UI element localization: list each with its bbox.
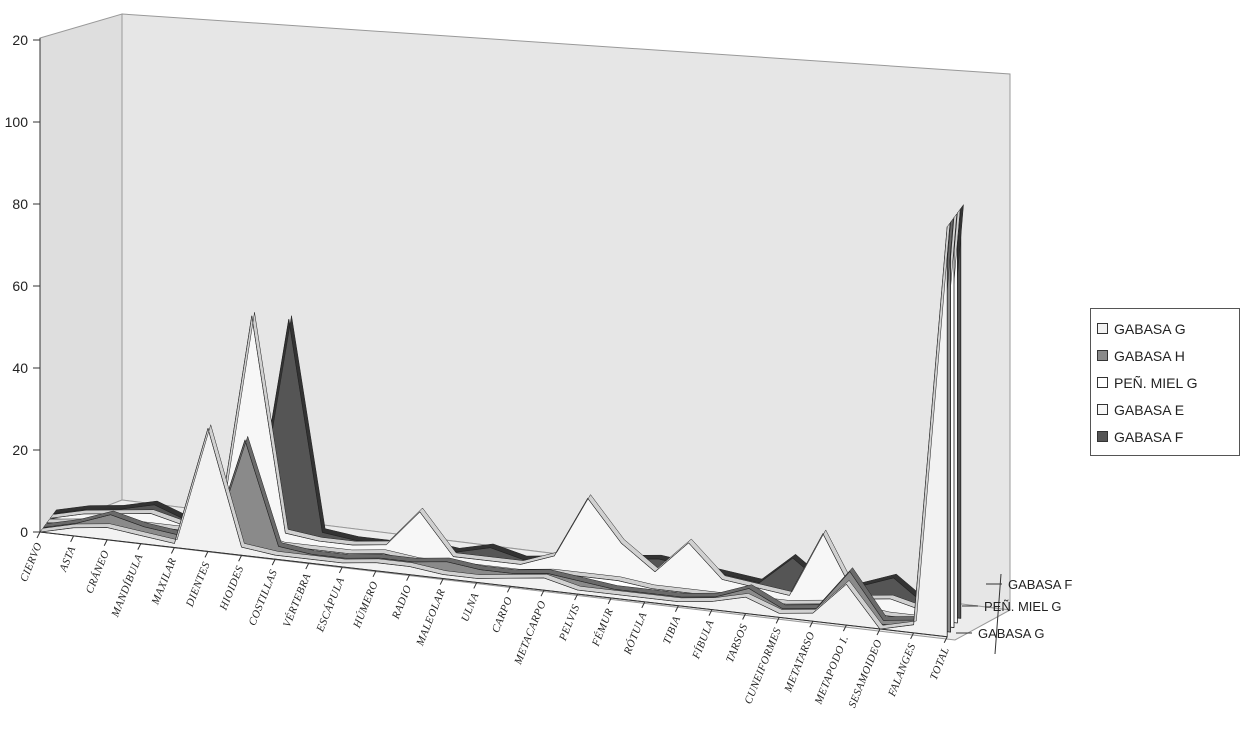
y-tick-label: 20 <box>12 442 28 458</box>
x-tick-mark <box>876 628 881 636</box>
y-tick-label: 40 <box>12 360 28 376</box>
x-tick-label: CARPO <box>490 595 515 635</box>
x-tick-label: RADIO <box>390 583 415 621</box>
x-tick-mark <box>641 601 646 609</box>
legend-label: GABASA G <box>1114 320 1186 337</box>
legend-item: GABASA H <box>1097 342 1233 369</box>
x-tick-mark <box>103 539 108 546</box>
legend-swatch <box>1097 350 1108 361</box>
y-tick-label: 80 <box>12 196 28 212</box>
y-tick-label: 20 <box>12 32 28 48</box>
x-tick-mark <box>506 586 511 593</box>
x-tick-label: HIOIDES <box>217 564 246 613</box>
x-tick-mark <box>439 578 444 585</box>
x-tick-mark <box>910 632 915 640</box>
x-tick-mark <box>170 547 175 554</box>
x-tick-label: CRÁNEO <box>84 548 112 595</box>
depth-tick-label: GABASA G <box>978 626 1044 641</box>
x-tick-label: SESAMOIDEO <box>846 638 884 710</box>
x-tick-label: VÉRTEBRA <box>281 572 314 629</box>
legend-swatch <box>1097 404 1108 415</box>
x-tick-mark <box>305 562 310 570</box>
x-tick-mark <box>574 593 579 601</box>
x-tick-mark <box>372 570 377 578</box>
series-gabasa-g <box>39 222 951 638</box>
x-tick-label: TIBIA <box>661 614 683 646</box>
x-tick-label: METACARPO <box>512 599 549 667</box>
x-tick-label: METAPODO I. <box>812 634 851 707</box>
depth-tick-label: PEÑ. MIEL G <box>984 599 1062 614</box>
x-tick-label: HÚMERO <box>351 579 381 630</box>
x-tick-mark <box>607 597 612 605</box>
legend-item: PEÑ. MIEL G <box>1097 369 1233 396</box>
x-tick-label: COSTILLAS <box>247 568 280 628</box>
x-tick-mark <box>70 535 75 543</box>
x-tick-mark <box>406 574 411 581</box>
x-tick-label: CIERVO <box>18 541 45 584</box>
legend-swatch <box>1097 323 1108 334</box>
x-tick-mark <box>473 582 478 589</box>
depth-axis: GABASA G PEÑ. MIEL G GABASA F <box>956 573 1072 655</box>
y-tick-label: 0 <box>20 524 28 540</box>
series-top-edge <box>49 208 961 612</box>
x-tick-label: DIENTES <box>183 560 212 609</box>
x-tick-mark <box>36 531 41 539</box>
x-tick-mark <box>271 558 276 566</box>
x-tick-label: MAXILAR <box>149 556 179 607</box>
x-tick-label: FALANGES <box>886 642 919 700</box>
x-tick-label: PELVIS <box>557 603 583 644</box>
x-tick-label: FÉMUR <box>590 607 616 649</box>
legend-label: PEÑ. MIEL G <box>1114 374 1198 391</box>
left-wall <box>39 13 123 533</box>
legend-item: GABASA E <box>1097 396 1233 423</box>
series-top-edge <box>39 222 951 630</box>
y-tick-label: 100 <box>5 114 29 130</box>
x-tick-mark <box>742 613 747 620</box>
x-tick-label: TOTAL <box>928 645 952 681</box>
x-tick-label: ASTA <box>57 545 78 575</box>
depth-tick-label: GABASA F <box>1008 577 1072 592</box>
x-tick-mark <box>204 551 209 558</box>
legend-swatch <box>1097 431 1108 442</box>
legend-item: GABASA G <box>1097 315 1233 342</box>
x-tick-label: METATARSO <box>782 630 818 695</box>
x-tick-label: CUNEIFORMES <box>742 626 784 706</box>
x-tick-label: TARSOS <box>724 622 750 664</box>
legend-item: GABASA F <box>1097 423 1233 450</box>
x-tick-mark <box>137 543 142 550</box>
legend-label: GABASA F <box>1114 428 1184 445</box>
x-tick-mark <box>943 636 948 643</box>
x-tick-label: FÍBULA <box>690 618 717 661</box>
y-tick-label: 60 <box>12 278 28 294</box>
x-tick-mark <box>540 589 545 597</box>
series-top-edge <box>46 213 958 620</box>
x-tick-mark <box>708 609 713 616</box>
x-tick-mark <box>775 617 780 624</box>
x-tick-mark <box>809 621 814 628</box>
series-top-edge <box>42 217 954 621</box>
x-tick-label: MANDÍBULA <box>109 552 146 619</box>
chart-legend: GABASA G GABASA H PEÑ. MIEL G GABASA E GABAS… <box>1090 308 1240 456</box>
x-tick-mark <box>338 566 343 574</box>
x-tick-label: ESCÁPULA <box>314 576 347 635</box>
x-axis-line <box>39 531 948 638</box>
x-tick-mark <box>842 624 847 632</box>
legend-label: GABASA E <box>1114 401 1185 418</box>
x-tick-mark <box>238 555 243 562</box>
series-ribbons <box>39 203 964 638</box>
x-tick-label: ULNA <box>459 591 481 623</box>
depth-axis-line <box>994 573 1002 655</box>
x-tick-mark <box>674 605 679 612</box>
legend-swatch <box>1097 377 1108 388</box>
y-axis: 0 20 40 60 80 100 20 <box>5 32 41 540</box>
legend-label: GABASA H <box>1114 347 1185 364</box>
x-tick-label: MALEOLAR <box>414 587 448 648</box>
x-tick-label: RÓTULA <box>621 610 649 657</box>
